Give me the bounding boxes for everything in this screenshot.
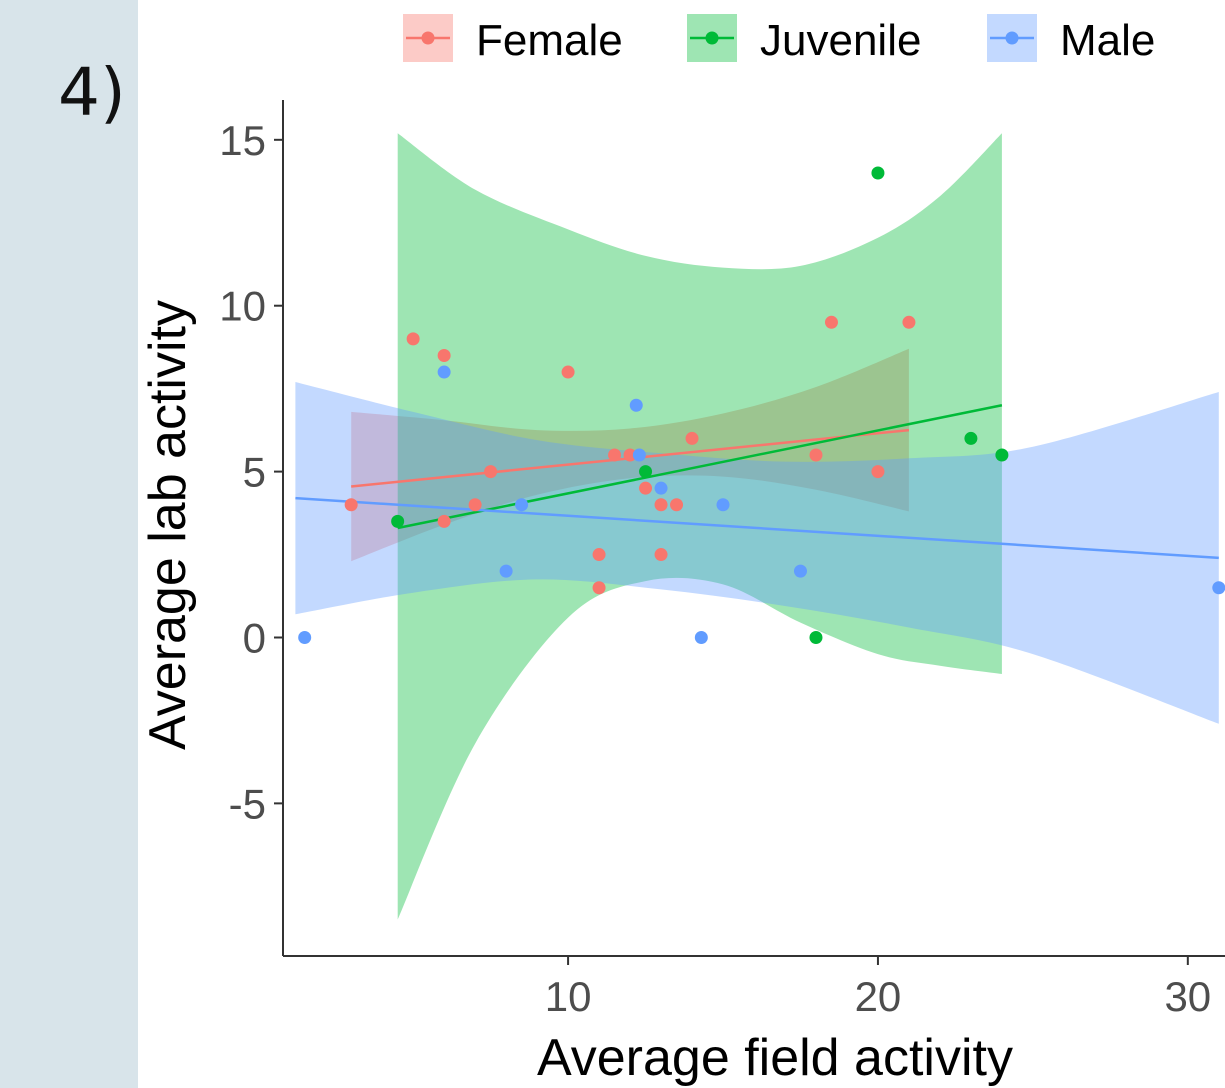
female-point <box>623 448 637 462</box>
female-point <box>468 498 482 512</box>
y-tick-label: 15 <box>219 117 266 164</box>
juvenile-point <box>964 431 978 445</box>
juvenile-fit-line <box>397 404 1003 530</box>
panel-label: 4) <box>58 54 126 131</box>
male-point <box>1212 581 1225 595</box>
female-point <box>592 581 606 595</box>
female-point <box>902 315 916 329</box>
y-tick-label: 5 <box>243 449 266 496</box>
x-axis-title: Average field activity <box>537 1029 1013 1087</box>
male-point <box>632 448 646 462</box>
juvenile-point <box>995 448 1009 462</box>
male-point <box>298 630 312 644</box>
female-point <box>437 348 451 362</box>
female-point <box>824 315 838 329</box>
female-point <box>639 481 653 495</box>
female-point <box>670 498 684 512</box>
male-point <box>629 398 643 412</box>
male-legend-marker <box>1005 31 1019 45</box>
juvenile-legend-label: Juvenile <box>760 16 921 65</box>
female-legend-label: Female <box>476 16 623 65</box>
juvenile-point <box>809 630 823 644</box>
y-axis-title: Average lab activity <box>139 300 197 750</box>
female-point <box>484 465 498 479</box>
male-legend-label: Male <box>1060 16 1155 65</box>
female-point <box>871 465 885 479</box>
female-point <box>406 332 420 346</box>
juvenile-point <box>639 465 653 479</box>
confidence-bands <box>295 133 1219 920</box>
juvenile-legend-marker <box>705 31 719 45</box>
female-point <box>561 365 575 379</box>
y-ticks: -5 0 5 10 15 <box>219 117 283 827</box>
female-point <box>654 498 668 512</box>
female-point <box>344 498 358 512</box>
axes <box>282 100 1225 957</box>
male-point <box>716 498 730 512</box>
female-point <box>654 548 668 562</box>
male-confidence-band <box>295 382 1219 724</box>
female-point <box>592 548 606 562</box>
side-strip <box>0 0 138 1088</box>
juvenile-confidence-band <box>397 133 1002 920</box>
male-point <box>694 630 708 644</box>
male-fit-line <box>295 496 1219 560</box>
x-tick-label: 10 <box>545 973 592 1020</box>
female-point <box>608 448 622 462</box>
male-point <box>499 564 513 578</box>
female-point <box>685 431 699 445</box>
y-tick-label: -5 <box>229 780 266 827</box>
x-tick-label: 30 <box>1164 973 1211 1020</box>
y-tick-label: 10 <box>219 283 266 330</box>
juvenile-point <box>871 166 885 180</box>
female-point <box>809 448 823 462</box>
y-tick-label: 0 <box>243 614 266 661</box>
male-point <box>793 564 807 578</box>
juvenile-point <box>391 514 405 528</box>
legend: Female Juvenile Male <box>403 14 1155 65</box>
male-point <box>515 498 529 512</box>
x-ticks: 10 20 30 <box>545 956 1211 1020</box>
male-point <box>654 481 668 495</box>
male-point <box>437 365 451 379</box>
female-point <box>437 514 451 528</box>
female-legend-marker <box>421 31 435 45</box>
x-tick-label: 20 <box>855 973 902 1020</box>
data-points <box>298 166 1225 644</box>
